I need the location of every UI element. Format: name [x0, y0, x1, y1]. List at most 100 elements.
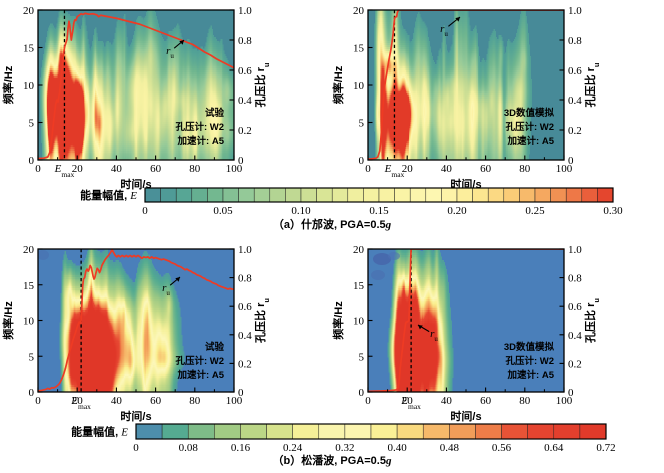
x-axis-title: 时间/s	[120, 409, 151, 423]
x-tick-label: 60	[150, 163, 162, 175]
ru-tick-label: 1.0	[238, 244, 252, 256]
y-tick-label: 5	[29, 351, 35, 363]
panel-annotation-line: 试验	[205, 107, 225, 119]
x-tick-label: 0	[35, 395, 41, 407]
colorbar-cell	[347, 187, 364, 203]
y-tick-label: 0	[29, 387, 35, 399]
colorbar-cell	[344, 423, 372, 440]
colorbar-tick-label: 0.25	[525, 205, 545, 217]
ru-tick-label: 0.2	[568, 358, 582, 370]
colorbar-cell	[487, 187, 505, 203]
panel-annotation-line: 加速计: A5	[177, 135, 225, 147]
colorbar-tick-label: 0	[142, 205, 148, 217]
ru-tick-label: 0.6	[238, 301, 252, 313]
ru-curve-label: ru	[162, 282, 170, 297]
panel-annotation-line: 加速计: A5	[507, 135, 555, 147]
colorbar-tick-label: 0.40	[387, 442, 407, 454]
colorbar-cell	[285, 187, 302, 203]
ru-curve-label: ru	[440, 23, 448, 38]
colorbar-tick-label: 0.56	[492, 442, 512, 454]
colorbar-frame	[135, 423, 607, 440]
panel-annotation-line: 加速计: A5	[177, 369, 225, 381]
x-tick-label: 60	[480, 163, 492, 175]
y-tick-label: 10	[353, 316, 365, 328]
emax-axis-label: Emax	[54, 163, 75, 179]
colorbar-tick-label: 0.24	[283, 442, 303, 454]
ru-axis-title: 孔压比 ru	[583, 298, 601, 343]
colorbar-cell	[425, 187, 442, 203]
x-tick-label: 20	[72, 395, 84, 407]
ru-axis-title: 孔压比 ru	[583, 62, 601, 107]
emax-axis-label: Emax	[70, 395, 91, 411]
x-tick-label: 40	[111, 163, 123, 175]
ru-tick-label: 0.6	[238, 65, 252, 77]
panel-annotation-line: 加速计: A5	[507, 369, 555, 381]
colorbar-cell	[579, 423, 607, 440]
colorbar-cell	[378, 187, 395, 203]
colorbar-cell	[519, 187, 536, 203]
x-tick-label: 100	[226, 163, 243, 175]
x-axis-title: 时间/s	[450, 409, 481, 423]
colorbar-cell	[144, 187, 161, 203]
colorbar-tick-label: 0.20	[447, 205, 467, 217]
x-tick-label: 60	[150, 395, 162, 407]
x-tick-label: 0	[365, 395, 371, 407]
colorbar-cell	[187, 423, 215, 440]
x-tick-label: 0	[35, 163, 41, 175]
colorbar-cell	[135, 423, 163, 440]
ru-tick-label: 0	[238, 155, 244, 167]
x-tick-label: 80	[189, 395, 201, 407]
y-tick-label: 20	[23, 5, 35, 17]
colorbar-cell	[160, 187, 177, 203]
colorbar-tick-label: 0.08	[179, 442, 199, 454]
ru-tick-label: 0.4	[568, 330, 582, 342]
spectrogram-heatmap	[371, 249, 454, 392]
spectrogram-heatmap	[373, 10, 533, 160]
x-tick-label: 20	[72, 163, 84, 175]
colorbar-cell	[449, 423, 476, 440]
y-axis-title: 频率/Hz	[331, 301, 345, 340]
colorbar-cell	[394, 187, 411, 203]
spectrogram-heatmap	[38, 249, 185, 392]
colorbar-tick-label: 0	[133, 442, 139, 454]
ru-arrow-head	[418, 325, 423, 330]
colorbar-cell	[475, 423, 502, 440]
y-tick-label: 0	[359, 155, 365, 167]
y-tick-label: 0	[359, 387, 365, 399]
y-axis-title: 频率/Hz	[1, 65, 15, 104]
colorbar-b: 能量幅值, E 0 0.08 0.16 0.24 0.32 0.40 0.48 0.56 0.64…	[71, 423, 616, 454]
colorbar-cell	[240, 423, 267, 440]
ru-curve	[38, 249, 234, 392]
y-tick-label: 10	[353, 80, 365, 92]
ru-axis-title: 孔压比 ru	[253, 62, 271, 107]
colorbar-a: 能量幅值, E 0 0.05 0.10 0.15 0.20 0.25 0.30	[80, 187, 623, 217]
ru-tick-label: 0.2	[568, 125, 582, 137]
colorbar-cell	[370, 423, 398, 440]
panel-annotation-line: 孔压计: W2	[175, 355, 224, 367]
y-tick-label: 10	[23, 316, 35, 328]
colorbar-cell	[222, 187, 239, 203]
x-tick-label: 40	[441, 395, 453, 407]
colorbar-cell	[175, 187, 193, 203]
colorbar-cell	[161, 423, 189, 440]
y-tick-label: 10	[23, 80, 35, 92]
y-tick-label: 15	[353, 43, 365, 55]
x-axis-title: 时间/s	[120, 177, 151, 191]
colorbar-tick-label: 0.32	[335, 442, 354, 454]
ru-axis-title: 孔压比 ru	[253, 298, 271, 343]
y-tick-label: 15	[23, 280, 35, 292]
colorbar-cell	[581, 187, 598, 203]
x-tick-label: 60	[480, 395, 492, 407]
colorbar-cell	[441, 187, 458, 203]
colorbar-cell	[253, 187, 271, 203]
panel-annotation-line: 试验	[205, 341, 225, 353]
colorbar-cell	[316, 187, 333, 203]
ru-tick-label: 1.0	[238, 5, 252, 17]
emax-axis-label: Emax	[400, 395, 421, 411]
colorbar-cell	[292, 423, 320, 440]
colorbar-cell	[266, 423, 293, 440]
colorbar-tick-label: 0.15	[369, 205, 389, 217]
y-tick-label: 15	[23, 43, 35, 55]
colorbar-cell	[207, 187, 224, 203]
